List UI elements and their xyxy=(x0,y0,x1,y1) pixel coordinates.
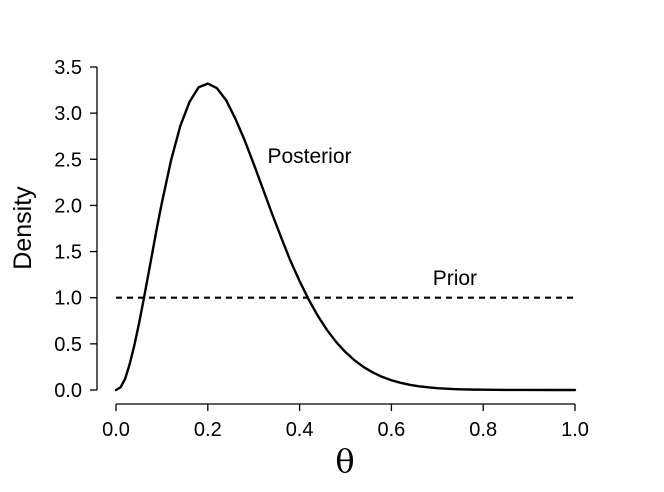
y-tick-label: 0.5 xyxy=(54,334,82,356)
annotation-layer: Posterior Prior xyxy=(267,145,477,290)
x-axis-title: θ xyxy=(335,442,354,480)
x-axis: 0.0 0.2 0.4 0.6 0.8 1.0 xyxy=(102,403,589,441)
series-layer xyxy=(114,82,577,392)
y-axis-title: Density xyxy=(9,186,37,270)
x-tick-label: 0.2 xyxy=(194,419,222,441)
y-axis: 0.0 0.5 1.0 1.5 2.0 2.5 3.0 3.5 xyxy=(54,57,98,402)
x-tick-label: 0.6 xyxy=(377,419,405,441)
prior-label: Prior xyxy=(433,267,477,290)
y-tick-label: 0.0 xyxy=(54,380,82,402)
y-tick-label: 2.5 xyxy=(54,149,82,171)
x-tick-label: 0.0 xyxy=(102,419,130,441)
y-tick-label: 1.0 xyxy=(54,288,82,310)
x-tick-label: 0.4 xyxy=(286,419,314,441)
y-tick-label: 3.0 xyxy=(54,103,82,125)
x-tick-label: 0.8 xyxy=(469,419,497,441)
y-tick-label: 2.0 xyxy=(54,195,82,217)
posterior-curve xyxy=(114,82,577,392)
posterior-label: Posterior xyxy=(267,145,351,168)
x-tick-label: 1.0 xyxy=(561,419,589,441)
y-tick-label: 1.5 xyxy=(54,242,82,264)
y-tick-label: 3.5 xyxy=(54,57,82,79)
